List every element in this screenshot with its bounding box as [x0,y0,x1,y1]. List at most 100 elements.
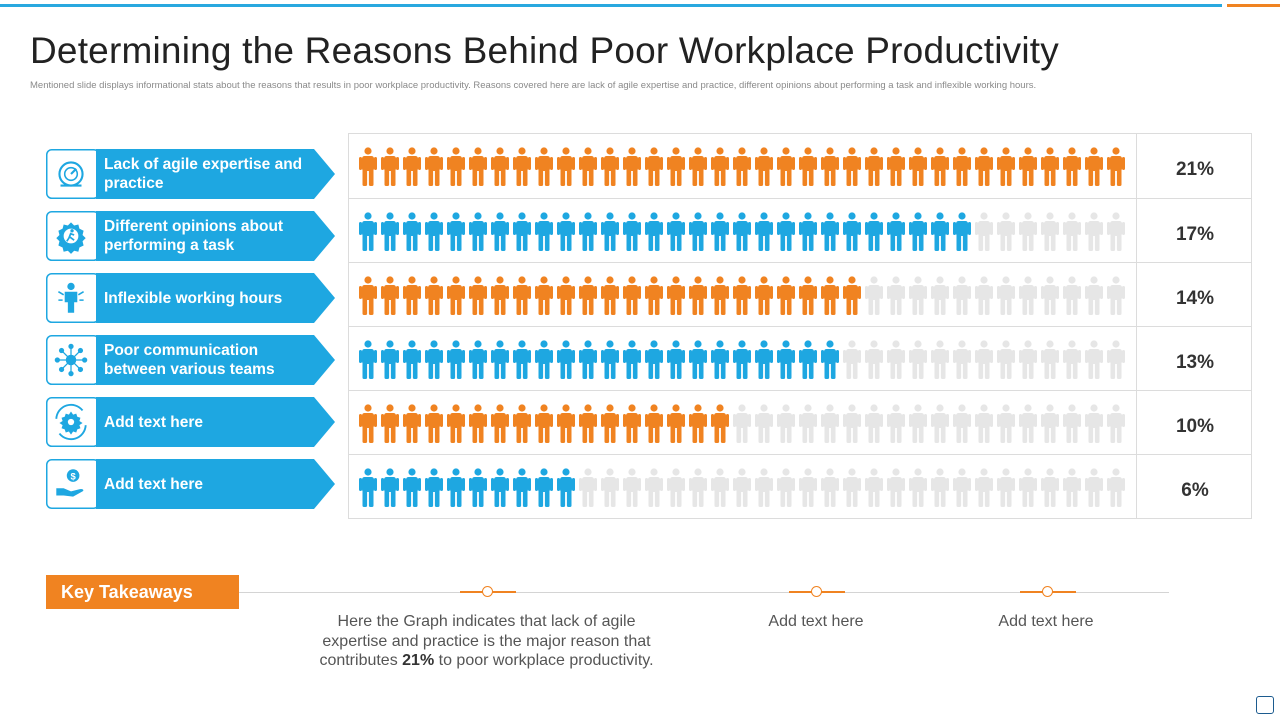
person-clock-icon [50,277,92,319]
person-icon-filled [381,212,399,251]
person-icon-empty [843,404,861,443]
person-icon-filled [777,276,795,315]
takeaways-divider [239,592,1169,593]
person-icon-filled [403,404,421,443]
person-icon-filled [623,404,641,443]
person-icon-empty [1063,404,1081,443]
person-icon-filled [777,147,795,186]
person-icon-empty [667,468,685,507]
person-icon-filled [359,468,377,507]
person-icon-filled [1085,147,1103,186]
person-icon-filled [821,340,839,379]
person-icon-filled [601,404,619,443]
person-icon-filled [535,340,553,379]
people-row-1 [359,147,1125,186]
person-icon-empty [1063,212,1081,251]
person-icon-empty [843,468,861,507]
person-icon-filled [535,404,553,443]
person-icon-empty [1041,276,1059,315]
percentage-label: 14% [1175,288,1215,309]
person-icon-filled [469,468,487,507]
grid-row-divider [348,390,1252,391]
person-icon-filled [887,212,905,251]
person-icon-empty [997,404,1015,443]
person-icon-filled [623,212,641,251]
person-icon-filled [711,276,729,315]
top-accent-bar-blue [0,4,1222,7]
person-icon-filled [513,404,531,443]
top-accent-bar-orange [1227,4,1280,7]
person-icon-filled [469,340,487,379]
person-icon-empty [931,468,949,507]
person-icon-filled [931,147,949,186]
people-row-6 [359,468,1125,507]
person-icon-filled [491,404,509,443]
takeaway-marker-3 [1020,586,1076,598]
reason-label: Add text here [104,475,204,493]
hand-money-icon: $ [50,463,92,505]
page-title: Determining the Reasons Behind Poor Work… [30,30,1059,71]
person-icon-filled [1019,147,1037,186]
person-icon-filled [513,468,531,507]
percentage-label: 21% [1175,159,1215,180]
person-icon-empty [887,340,905,379]
person-icon-filled [689,212,707,251]
person-icon-filled [557,468,575,507]
person-icon-empty [931,340,949,379]
person-icon-filled [645,212,663,251]
person-icon-empty [887,468,905,507]
grid-border-top [348,133,1252,134]
takeaway-marker-1 [460,586,516,598]
person-icon-filled [799,212,817,251]
person-icon-filled [447,404,465,443]
person-icon-filled [931,212,949,251]
person-icon-filled [425,276,443,315]
person-icon-filled [381,276,399,315]
person-icon-empty [777,404,795,443]
person-icon-filled [623,340,641,379]
reason-label: Lack of agile expertise and practice [104,156,303,192]
person-icon-filled [513,340,531,379]
person-icon-filled [601,340,619,379]
person-icon-empty [579,468,597,507]
person-icon-empty [865,404,883,443]
gear-cycle-icon [50,401,92,443]
grid-row-divider [348,454,1252,455]
person-icon-filled [557,340,575,379]
person-icon-filled [469,147,487,186]
person-icon-filled [1107,147,1125,186]
person-icon-filled [755,147,773,186]
person-icon-empty [843,340,861,379]
person-icon-filled [579,147,597,186]
person-icon-filled [425,404,443,443]
person-icon-filled [403,340,421,379]
person-icon-empty [887,276,905,315]
person-icon-filled [579,404,597,443]
person-icon-filled [447,468,465,507]
person-icon-empty [1107,276,1125,315]
person-icon-filled [403,276,421,315]
person-icon-filled [843,276,861,315]
person-icon-filled [381,468,399,507]
person-icon-filled [843,147,861,186]
reason-label: Add text here [104,413,204,431]
person-icon-filled [535,276,553,315]
person-icon-filled [447,212,465,251]
person-icon-empty [1107,212,1125,251]
reason-item: Inflexible working hours [46,273,336,323]
person-icon-empty [953,404,971,443]
person-icon-empty [953,468,971,507]
person-icon-filled [359,212,377,251]
person-icon-filled [711,404,729,443]
person-icon-empty [1107,404,1125,443]
takeaway-text-2: Add text here [768,613,864,630]
person-icon-empty [909,468,927,507]
person-icon-filled [711,212,729,251]
reason-label: Different opinions about performing a ta… [104,218,284,254]
person-icon-empty [799,404,817,443]
slide-corner-icon [1256,696,1274,714]
person-icon-filled [777,212,795,251]
person-icon-empty [865,340,883,379]
person-icon-filled [777,340,795,379]
reason-label: Inflexible working hours [104,289,283,307]
